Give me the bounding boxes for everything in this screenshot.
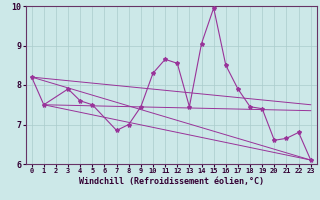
X-axis label: Windchill (Refroidissement éolien,°C): Windchill (Refroidissement éolien,°C)	[79, 177, 264, 186]
